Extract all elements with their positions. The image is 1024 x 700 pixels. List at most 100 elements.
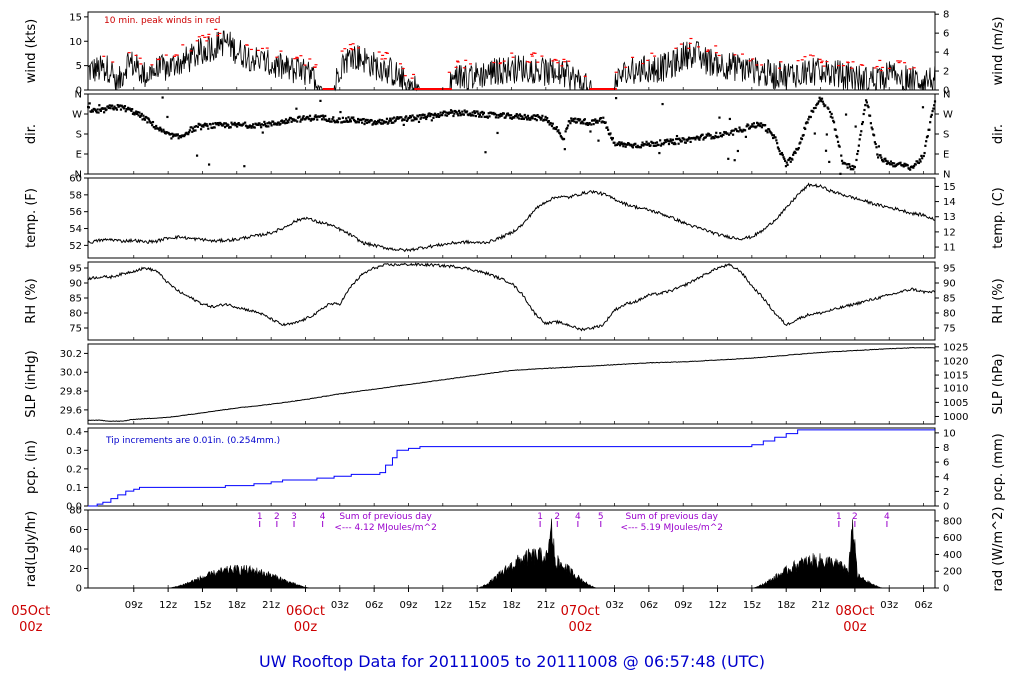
- dir-point: [220, 122, 223, 126]
- dir-point: [103, 111, 106, 114]
- dir-point: [434, 113, 437, 116]
- dir-point: [857, 144, 860, 147]
- dir-point: [893, 162, 896, 165]
- dir-point: [320, 114, 323, 118]
- dir-point: [460, 113, 463, 116]
- dir-point: [352, 116, 355, 119]
- dir-point: [590, 123, 593, 126]
- dir-point: [559, 135, 562, 138]
- dir-point: [870, 126, 873, 129]
- dir-point: [598, 119, 601, 122]
- dir-point: [620, 141, 623, 144]
- dir-point: [793, 150, 796, 153]
- y-axis-label-left: temp. (F): [24, 188, 39, 248]
- dir-point: [547, 120, 550, 123]
- dir-point: [204, 124, 207, 127]
- dir-point: [539, 118, 542, 121]
- dir-point: [157, 127, 160, 130]
- y-tick-label-right: 1015: [943, 371, 968, 382]
- dir-point: [802, 133, 805, 137]
- dir-point: [187, 131, 191, 134]
- dir-point: [635, 146, 639, 149]
- y-tick-label-right: 95: [943, 264, 956, 275]
- dir-point: [816, 102, 820, 105]
- dir-point: [188, 129, 191, 132]
- dir-point: [290, 120, 293, 123]
- dir-point: [657, 143, 660, 147]
- dir-point: [194, 129, 197, 132]
- y-tick-label-right: 4: [943, 48, 949, 59]
- dir-point: [764, 124, 767, 127]
- dir-point: [436, 114, 439, 118]
- dir-point: [765, 129, 768, 132]
- dir-point: [568, 120, 571, 123]
- dir-point: [601, 120, 604, 123]
- dir-point: [213, 126, 216, 129]
- dir-point: [548, 123, 551, 126]
- dir-point: [348, 118, 352, 121]
- dir-point: [509, 116, 512, 120]
- dir-point: [630, 143, 633, 146]
- x-tick-label: 03z: [331, 600, 349, 611]
- dir-point: [796, 148, 800, 151]
- dir-point: [771, 134, 774, 137]
- dir-point: [94, 108, 97, 112]
- hour-marker-label: 2: [274, 512, 280, 522]
- dir-point: [921, 157, 924, 160]
- dir-point: [195, 154, 199, 157]
- dir-point: [527, 117, 530, 120]
- dir-point: [385, 120, 388, 123]
- dir-point: [610, 138, 614, 141]
- dir-point: [825, 133, 828, 136]
- dir-point: [733, 159, 736, 162]
- dir-point: [812, 107, 816, 110]
- y-tick-label-right: 6: [943, 458, 949, 469]
- dir-point: [412, 119, 415, 122]
- dir-point: [675, 137, 678, 141]
- dir-point: [781, 153, 784, 157]
- dir-point: [473, 110, 476, 113]
- dir-point: [170, 137, 173, 140]
- y-tick-label-left: 10: [69, 37, 82, 48]
- dir-point: [555, 126, 558, 129]
- dir-point: [171, 132, 174, 135]
- dir-point: [498, 113, 501, 117]
- dir-point: [715, 131, 718, 134]
- x-tick-label: 12z: [434, 600, 452, 611]
- dir-point: [929, 121, 932, 124]
- dir-point: [784, 159, 787, 163]
- dir-point: [426, 114, 429, 117]
- dir-point: [288, 118, 291, 121]
- dir-point: [312, 117, 316, 121]
- dir-point: [277, 121, 280, 124]
- date-label-hour: 00z: [843, 620, 867, 635]
- dir-point: [136, 111, 139, 114]
- dir-point: [714, 134, 717, 138]
- dir-point: [381, 122, 385, 125]
- dir-point: [135, 112, 139, 116]
- dir-point: [852, 168, 855, 171]
- dir-point: [831, 116, 834, 119]
- x-tick-label: 12z: [709, 600, 727, 611]
- dir-point: [381, 119, 384, 122]
- y-tick-label-right: 12: [943, 227, 956, 238]
- dir-point: [747, 124, 750, 127]
- y-tick-label-right: 0: [943, 86, 949, 97]
- dir-point: [654, 141, 657, 145]
- dir-point: [544, 115, 547, 118]
- dir-point: [419, 117, 422, 120]
- dir-point: [424, 115, 427, 119]
- dir-point: [258, 122, 261, 125]
- rad-area: [477, 518, 598, 589]
- dir-point: [207, 163, 211, 166]
- y-tick-label-right: 90: [943, 279, 956, 290]
- x-tick-label: 18z: [777, 600, 795, 611]
- dir-point: [413, 116, 416, 119]
- dir-point: [829, 115, 832, 118]
- dir-point: [309, 119, 312, 122]
- dir-point: [206, 124, 209, 128]
- dir-point: [642, 144, 645, 147]
- dir-point: [336, 119, 339, 122]
- dir-point: [319, 99, 322, 102]
- dir-point: [191, 127, 195, 130]
